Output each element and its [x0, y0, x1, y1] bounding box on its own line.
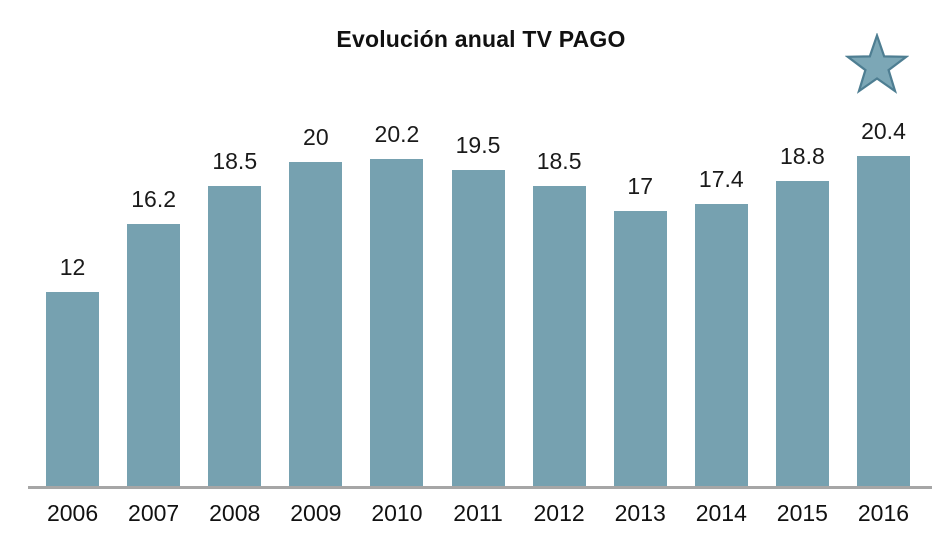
bar-column: 18.8 [762, 110, 843, 486]
bar-column: 17 [600, 110, 681, 486]
bar-value-label: 20 [303, 124, 329, 150]
bar-column: 17.4 [681, 110, 762, 486]
bar [694, 204, 748, 486]
x-axis-label: 2009 [290, 500, 342, 526]
bar-column: 18.5 [519, 110, 600, 486]
bar-column: 20.4 [843, 110, 924, 486]
x-axis-label: 2011 [453, 500, 503, 526]
bar-column: 19.5 [437, 110, 518, 486]
x-axis-label: 2014 [695, 500, 747, 526]
bar-value-label: 17.4 [698, 166, 744, 193]
bar [451, 170, 505, 486]
bar-value-label: 20.4 [861, 117, 906, 144]
x-axis-label: 2013 [614, 500, 666, 526]
bar [856, 155, 910, 486]
bar-column: 16.2 [113, 110, 194, 486]
bar-value-label: 18.5 [212, 148, 258, 175]
star-shape [844, 32, 910, 94]
bar [208, 186, 262, 486]
x-axis-label: 2015 [776, 500, 828, 526]
x-axis-label: 2012 [533, 500, 585, 526]
bar [127, 223, 181, 486]
x-axis-label: 2008 [209, 500, 261, 526]
bar-value-label: 19.5 [455, 132, 501, 159]
bar-column: 12 [32, 110, 113, 486]
bar-chart-plot-area: 12 16.2 18.5 20 20.2 19.5 18.5 17 17.4 18.8 20.4 [32, 110, 924, 486]
bar [289, 162, 343, 486]
x-axis-label: 2016 [857, 500, 910, 526]
bar-column: 20.2 [356, 110, 437, 486]
x-axis-label: 2010 [371, 500, 423, 526]
bar-value-label: 20.2 [374, 120, 420, 147]
bar [370, 158, 424, 486]
bar-value-label: 18.8 [780, 143, 825, 170]
bar [613, 210, 667, 486]
bar [46, 291, 100, 486]
bar-column: 18.5 [194, 110, 275, 486]
x-axis-label: 2007 [128, 500, 180, 526]
bar [775, 181, 829, 486]
bar-value-label: 17 [627, 172, 653, 199]
bar-value-label: 18.5 [536, 148, 582, 175]
bar-value-label: 12 [59, 253, 86, 280]
x-axis-label: 2006 [46, 500, 99, 526]
bar-column: 20 [275, 110, 356, 486]
x-axis-line [28, 486, 932, 489]
chart-title: Evolución anual TV PAGO [336, 26, 626, 52]
star-icon [844, 32, 910, 97]
bar [532, 186, 586, 486]
star-icon-svg [844, 32, 910, 94]
bar-value-label: 16.2 [131, 185, 177, 212]
x-axis-labels-row: 2006 2007 2008 2009 2010 2011 2012 2013 2014 2015… [32, 500, 924, 528]
